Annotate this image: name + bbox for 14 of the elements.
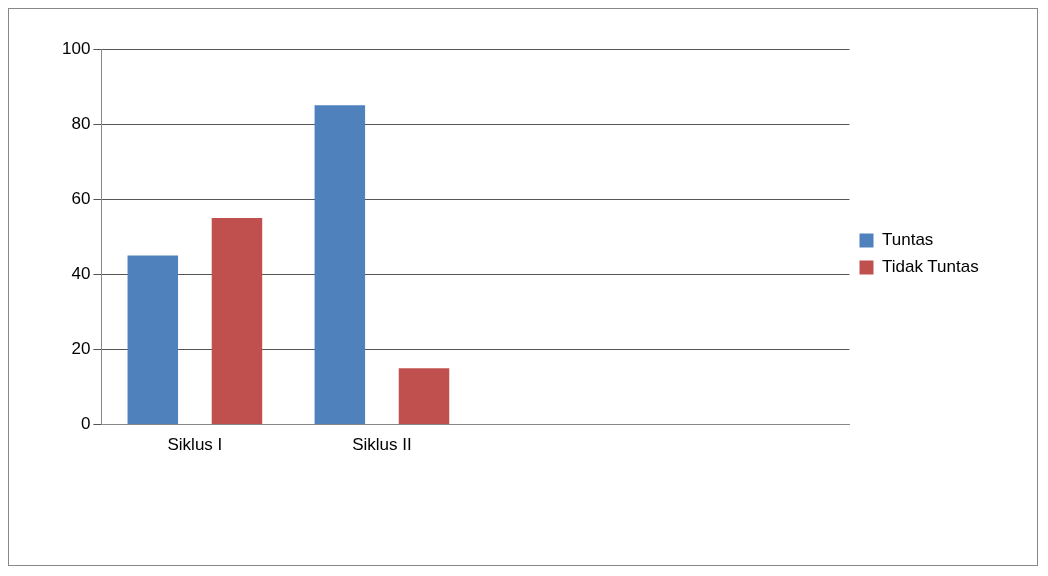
bar xyxy=(127,255,179,425)
bar xyxy=(398,368,450,425)
y-tick-label: 40 xyxy=(71,264,91,284)
legend-label: Tuntas xyxy=(882,230,934,250)
bar xyxy=(314,105,366,425)
legend-label: Tidak Tuntas xyxy=(882,257,979,277)
y-tick-label: 60 xyxy=(71,188,91,208)
y-tick-label: 80 xyxy=(71,113,91,133)
x-tick-label: Siklus II xyxy=(352,435,412,455)
bar xyxy=(211,218,263,425)
y-tick-label: 20 xyxy=(71,339,91,359)
y-tick-label: 100 xyxy=(61,38,91,58)
x-tick-label: Siklus I xyxy=(167,435,223,455)
y-tick-label: 0 xyxy=(80,414,91,434)
